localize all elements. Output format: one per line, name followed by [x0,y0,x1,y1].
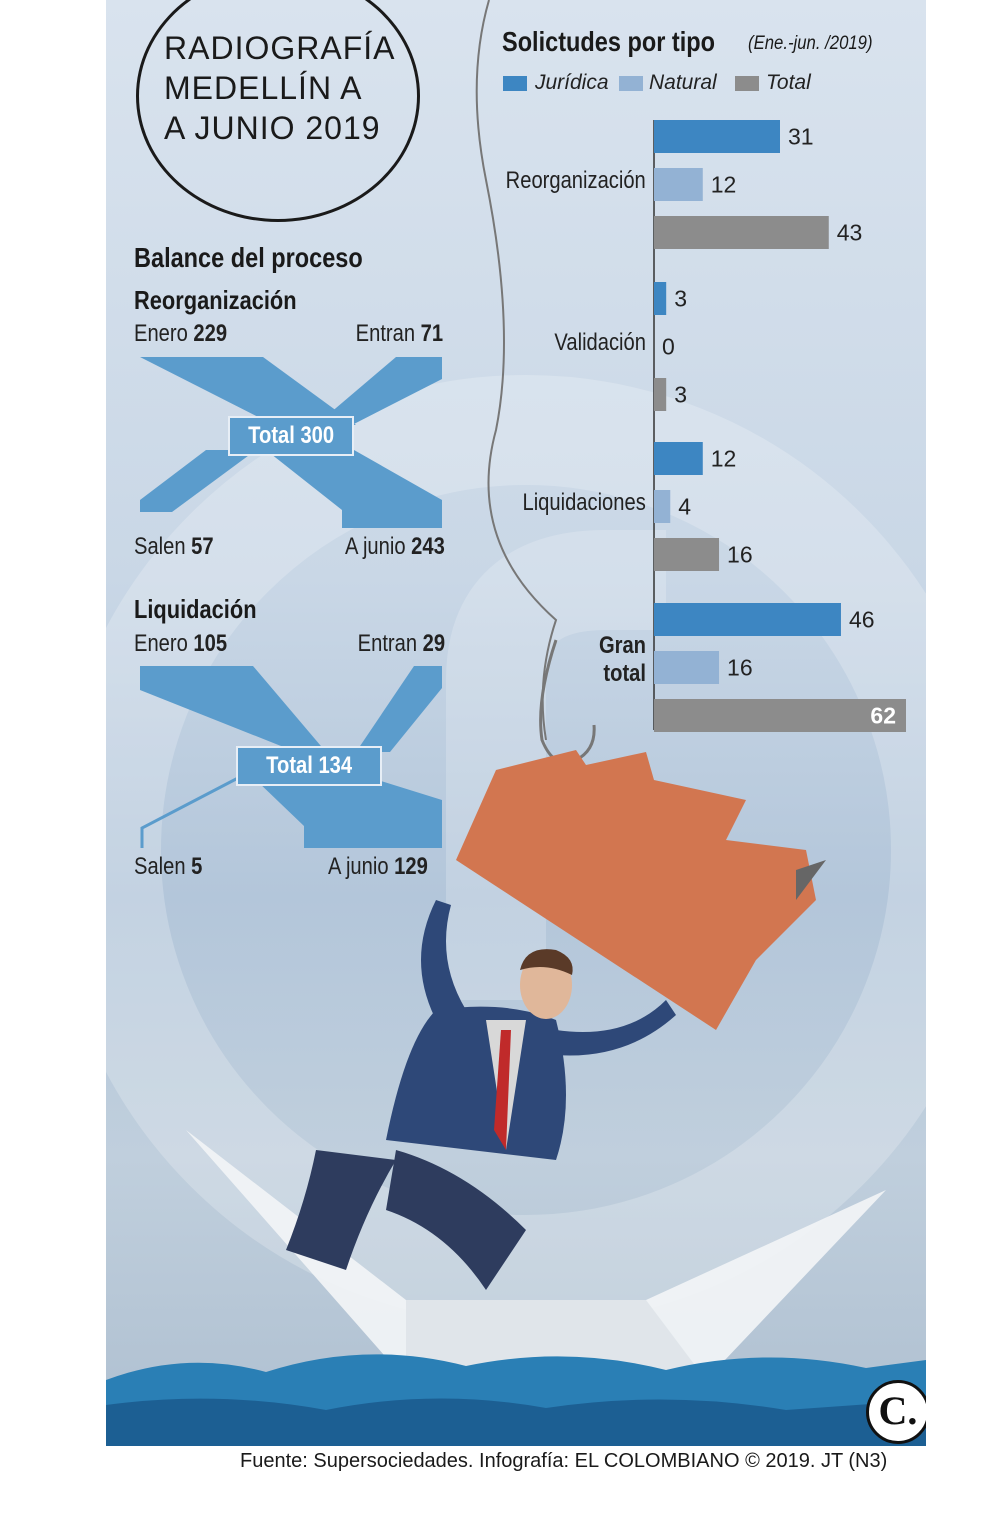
reorg-total-box: Total 300 [228,416,354,456]
bar-chart: 31 12 43 3 0 3 12 4 16 46 16 62 [653,120,906,732]
bar-total-3 [654,699,906,732]
category-label-validacion: Validación [554,329,646,356]
legend-label-total: Total [766,71,811,94]
bar-jurídica-2 [654,442,703,475]
background-illustration [106,0,926,1446]
category-label-gran-total: Gran total [598,632,646,687]
liq-total-box: Total 134 [236,746,382,786]
reorg-enero-band [140,357,356,425]
chart-title-row: Solictudes por tipo [502,26,756,58]
flow-diagrams [140,357,442,848]
bar-natural-3 [654,651,720,684]
chart-subtitle: (Ene.-jun. /2019) [748,33,873,54]
legend-label-natural: Natural [649,71,717,94]
bar-value-total-0: 43 [837,220,863,246]
bar-value-natural-2: 4 [678,494,691,520]
legend-swatch-juridica [503,76,527,91]
liq-ajunio-label: A junio 129 [328,853,428,880]
bar-value-jurídica-1: 3 [674,286,687,312]
liq-enero-band [140,666,326,752]
el-colombiano-logo: C. [866,1380,926,1444]
bar-value-natural-3: 16 [727,655,753,681]
reorg-ajunio-label: A junio 243 [345,533,445,560]
bar-value-total-2: 16 [727,542,753,568]
title-line-2: MEDELLÍN A [164,70,363,106]
reorg-entran-band [316,357,442,425]
reorg-enero-label: Enero 229 [134,320,228,347]
infographic-panel: 31 12 43 3 0 3 12 4 16 46 16 62 C. [106,0,926,1446]
bar-value-total-1: 3 [674,382,687,408]
bar-jurídica-0 [654,120,780,153]
liq-entran-label: Entran 29 [357,630,445,657]
title-circle [136,0,420,222]
chart-title: Solictudes por tipo [502,26,715,57]
bar-natural-2 [654,490,671,523]
reorg-entran-label: Entran 71 [355,320,443,347]
bar-total-2 [654,538,720,571]
reorg-title: Reorganización [134,285,297,315]
reorganizacion-flow [140,357,442,528]
liq-salen-line [140,776,239,848]
bar-total-1 [654,378,667,411]
liquidacion-flow [140,666,442,848]
bar-jurídica-1 [654,282,667,315]
balance-heading: Balance del proceso [134,242,363,273]
bar-jurídica-3 [654,603,841,636]
liq-salen-label: Salen 5 [134,853,203,880]
bar-value-jurídica-0: 31 [788,124,814,150]
liq-entran-band [356,666,442,752]
legend-swatch-total [735,76,759,91]
liq-ajunio-band [256,780,442,848]
category-label-liquidaciones: Liquidaciones [522,489,646,516]
reorg-salen-band [140,450,256,512]
legend-label-juridica: Jurídica [535,71,609,94]
bar-value-natural-1: 0 [662,334,675,360]
bar-value-jurídica-2: 12 [711,446,737,472]
title-line-3: A JUNIO 2019 [164,110,381,146]
reorg-salen-label: Salen 57 [134,533,214,560]
bar-total-0 [654,216,829,249]
source-note: Fuente: Supersociedades. Infografía: EL … [240,1450,888,1472]
liq-title: Liquidación [134,594,257,624]
legend-swatch-natural [619,76,643,91]
bar-value-natural-0: 12 [711,172,737,198]
category-label-reorganizacion: Reorganización [505,167,646,194]
bar-value-total-3: 62 [870,703,896,729]
bar-natural-0 [654,168,703,201]
bar-value-jurídica-3: 46 [849,607,875,633]
liq-enero-label: Enero 105 [134,630,228,657]
reorg-ajunio-band [266,450,442,528]
title-line-1: RADIOGRAFÍA [164,30,396,66]
